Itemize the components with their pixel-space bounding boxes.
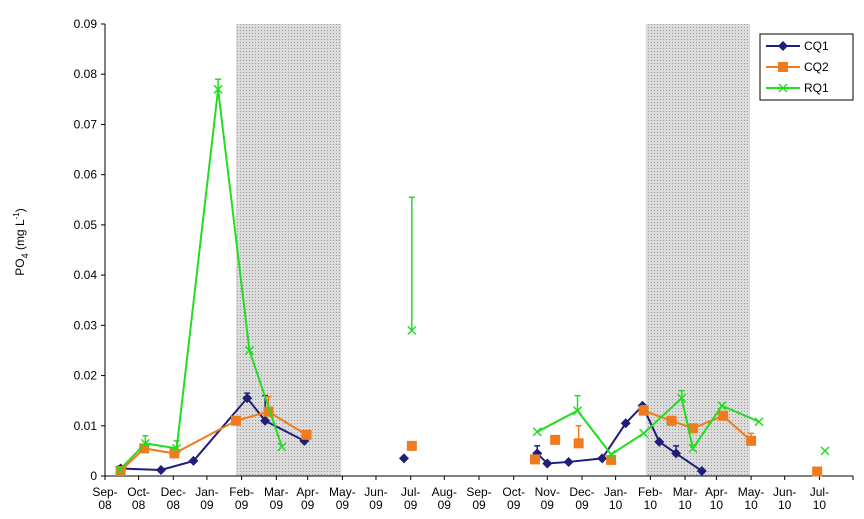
- legend-marker-cq2: [778, 62, 788, 72]
- data-point-cq2: [263, 406, 274, 417]
- x-tick-label: Nov-09: [535, 485, 560, 512]
- data-point-cq2: [812, 466, 823, 477]
- data-point-cq2: [666, 415, 677, 426]
- y-tick-label: 0.07: [74, 117, 98, 131]
- x-tick-label: Dec-08: [161, 485, 186, 512]
- x-tick-label: Sep-08: [92, 485, 117, 512]
- data-point-cq1: [155, 464, 166, 475]
- legend-label-rq1: RQ1: [804, 81, 829, 95]
- data-point-cq2: [718, 410, 729, 421]
- data-point-rq1: [820, 446, 830, 456]
- data-point-cq1: [242, 393, 253, 404]
- data-point-cq2: [406, 440, 417, 451]
- data-point-cq2: [529, 454, 540, 465]
- data-point-cq2: [638, 405, 649, 416]
- x-tick-label: Jul-10: [810, 485, 829, 512]
- y-axis-label: PO4 (mg L-1): [12, 208, 30, 276]
- data-point-rq1: [140, 438, 150, 448]
- data-point-cq1: [654, 436, 665, 447]
- x-tick-label: Jun-10: [773, 485, 796, 512]
- data-point-cq2: [169, 448, 180, 459]
- legend-marker-rq1: [778, 83, 788, 93]
- x-tick-labels: Sep-08 Oct-08 Dec-08 Jan-09 Feb-09 Mar-09 Apr-…: [92, 485, 829, 512]
- data-point-cq2: [746, 435, 757, 446]
- series-rq1: [115, 78, 830, 475]
- shaded-period-2: [645, 24, 750, 476]
- y-tick-label: 0.05: [74, 218, 98, 232]
- data-point-cq1: [620, 418, 631, 429]
- data-point-rq1: [754, 417, 764, 427]
- y-tick-label: 0.03: [74, 318, 98, 332]
- shaded-periods: [236, 24, 750, 476]
- data-point-cq1: [188, 455, 199, 466]
- x-tick-label: Jan-09: [195, 485, 218, 512]
- data-point-rq1: [688, 443, 698, 453]
- data-point-cq1: [696, 465, 707, 476]
- data-point-cq2: [687, 423, 698, 434]
- data-point-rq1: [172, 443, 182, 453]
- data-point-rq1: [244, 345, 254, 355]
- y-tick-labels: 0 0.01 0.02 0.03 0.04 0.05 0.06 0.07 0.08 0.09: [74, 17, 98, 483]
- legend-marker-cq1: [778, 41, 788, 51]
- x-tick-label: May-09: [329, 485, 356, 512]
- y-tick-label: 0.06: [74, 168, 98, 182]
- data-point-cq1: [398, 453, 409, 464]
- x-tick-label: Apr-10: [705, 485, 728, 512]
- y-tick-label: 0.08: [74, 67, 98, 81]
- legend: CQ1 CQ2 RQ1: [759, 33, 854, 101]
- series-line-rq1: [118, 89, 283, 471]
- x-tick-label: Aug-09: [432, 485, 457, 512]
- data-series: [115, 78, 830, 477]
- y-tick-label: 0: [90, 469, 97, 483]
- data-point-cq2: [301, 429, 312, 440]
- x-tick-label: Jan-10: [604, 485, 627, 512]
- data-point-cq1: [563, 456, 574, 467]
- data-point-rq1: [115, 465, 125, 475]
- y-tick-label: 0.01: [74, 419, 98, 433]
- data-point-cq2: [573, 438, 584, 449]
- shaded-period-1: [236, 24, 342, 476]
- data-point-rq1: [639, 428, 649, 438]
- data-point-rq1: [606, 449, 616, 459]
- data-point-rq1: [213, 84, 223, 94]
- y-tick-label: 0.02: [74, 369, 98, 383]
- series-line-rq1: [536, 396, 760, 456]
- data-point-cq2: [231, 415, 242, 426]
- data-point-cq1: [542, 458, 553, 469]
- x-tick-label: Mar-09: [264, 485, 289, 512]
- legend-label-cq1: CQ1: [804, 39, 829, 53]
- x-tick-label: Jul-09: [401, 485, 420, 512]
- x-tick-label: Sep-09: [466, 485, 491, 512]
- x-tick-label: Feb-10: [638, 485, 663, 512]
- x-tick-label: Jun-09: [364, 485, 387, 512]
- x-tick-label: May-10: [738, 485, 765, 512]
- data-point-rq1: [677, 393, 687, 403]
- x-tick-label: Oct-09: [502, 485, 525, 512]
- y-tick-label: 0.04: [74, 268, 98, 282]
- x-tick-label: Oct-08: [127, 485, 150, 512]
- data-point-rq1: [277, 442, 287, 452]
- x-tick-label: Mar-10: [673, 485, 698, 512]
- data-point-cq2: [550, 434, 561, 445]
- data-point-cq1: [260, 415, 271, 426]
- x-tick-label: Dec-09: [569, 485, 594, 512]
- axes: [101, 23, 854, 480]
- data-point-cq2: [606, 454, 617, 465]
- data-point-rq1: [717, 401, 727, 411]
- data-point-rq1: [573, 406, 583, 416]
- data-point-rq1: [407, 325, 417, 335]
- y-tick-label: 0.09: [74, 17, 98, 31]
- series-cq1: [115, 392, 707, 476]
- data-point-cq1: [671, 448, 682, 459]
- legend-label-cq2: CQ2: [804, 60, 829, 74]
- x-tick-label: Feb-09: [229, 485, 254, 512]
- data-point-cq2: [139, 443, 150, 454]
- x-tick-label: Apr-09: [296, 485, 319, 512]
- data-point-cq1: [597, 453, 608, 464]
- data-point-rq1: [532, 427, 542, 437]
